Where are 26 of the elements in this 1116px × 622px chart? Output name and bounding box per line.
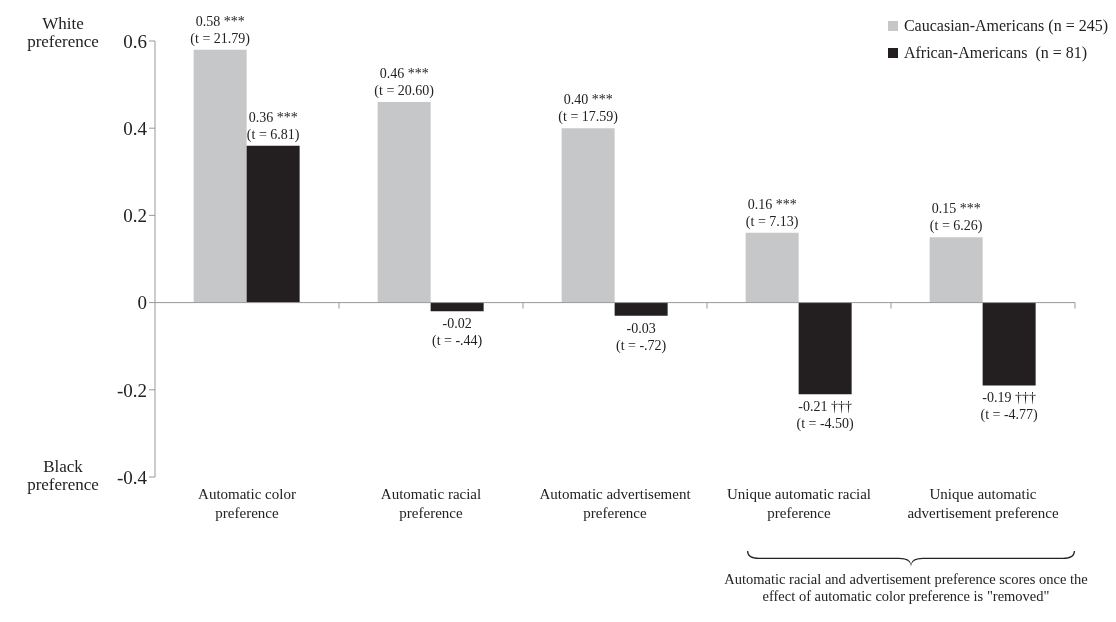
y-tick-label: -0.2: [116, 379, 147, 401]
legend-label: Caucasian-Americans (n = 245): [903, 16, 1108, 37]
data-label: -0.21 ††† (t = -4.50): [796, 399, 855, 433]
x-tick-label: Unique automatic racial preference: [726, 486, 872, 521]
text: Automatic racial and advertisement preference scores once the effect of automatic color preference is "removed": [723, 571, 1089, 605]
x-tick-label: Unique automatic advertisement preference: [907, 486, 1059, 521]
data-label: -0.03 (t = -.72): [616, 320, 667, 354]
y-tick-label: 0: [137, 292, 147, 314]
text: White preference: [27, 14, 99, 51]
y-tick-label: 0.2: [123, 205, 147, 227]
x-tick-label: Automatic color preference: [198, 486, 296, 521]
legend-label: African-Americans (n = 81): [903, 43, 1088, 64]
data-label: -0.02 (t = -.44): [432, 316, 483, 350]
data-label: 0.15 *** (t = 6.26): [929, 201, 983, 235]
x-tick-label: Automatic racial preference: [380, 486, 482, 521]
data-label: 0.40 *** (t = 17.59): [558, 92, 619, 126]
x-tick-label: Automatic advertisement preference: [539, 486, 692, 521]
data-label: 0.58 *** (t = 21.79): [190, 13, 251, 47]
data-label: 0.16 *** (t = 7.13): [745, 196, 799, 230]
data-label: 0.36 *** (t = 6.81): [246, 109, 300, 143]
text: Black preference: [27, 457, 99, 494]
data-label: 0.46 *** (t = 20.60): [374, 66, 435, 100]
y-tick-label: 0.6: [123, 30, 147, 52]
y-tick-label: -0.4: [116, 466, 148, 488]
data-label: -0.19 ††† (t = -4.77): [980, 390, 1039, 424]
y-tick-label: 0.4: [123, 117, 148, 139]
